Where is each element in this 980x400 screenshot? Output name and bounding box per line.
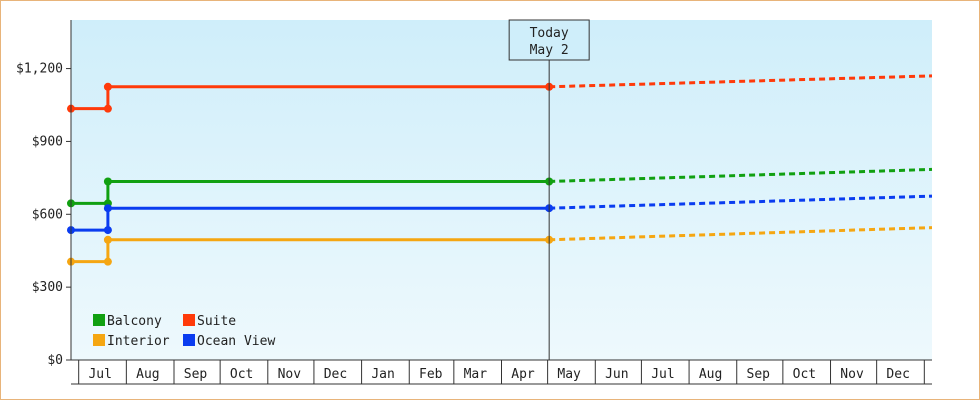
legend-item-interior: Interior [93,334,170,349]
data-point [103,104,112,113]
history-line [71,180,550,205]
series-ocean-view [67,194,933,235]
history-line [71,238,550,264]
data-point [103,226,112,235]
legend-label: Interior [107,334,170,349]
x-tick-label: May [557,367,581,382]
forecast-line [549,74,933,89]
x-tick-label: Mar [464,367,488,382]
x-tick-label: Jul [651,367,674,382]
series-suite [67,74,933,113]
x-tick-label: Dec [324,367,347,382]
y-tick-label: $300 [32,280,63,295]
legend-item-balcony: Balcony [93,314,162,329]
x-tick-label: Nov [840,367,864,382]
history-line [71,85,550,111]
x-tick-label: Sep [747,367,771,382]
x-tick-label: Jun [605,367,628,382]
data-point [103,177,112,186]
today-label-title: Today [530,26,569,41]
today-label-box [508,19,590,61]
x-tick-label: Oct [793,367,816,382]
legend-label: Balcony [107,314,162,329]
x-tick-label: Oct [230,367,253,382]
today-label-date: May 2 [530,43,569,58]
legend-swatch [183,334,195,346]
legend-label: Ocean View [197,334,275,349]
legend: Balcony Suite Interior Ocean View [93,314,275,349]
y-tick-label: $600 [32,207,63,222]
x-axis-ticks: Jul Aug Sep Oct Nov Dec Jan Feb Mar Apr May Jun Jul A… [71,360,932,385]
data-point [103,82,112,91]
x-tick-label: Aug [136,367,159,382]
forecast-line [549,226,933,242]
y-tick-label: $1,200 [16,62,63,77]
x-tick-label: Apr [511,367,535,382]
today-marker: Today May 2 [508,19,590,360]
legend-item-suite: Suite [183,314,236,329]
x-tick-label: Feb [419,367,443,382]
legend-label: Suite [197,314,236,329]
legend-swatch [93,334,105,346]
x-tick-label: Dec [886,367,909,382]
plot-background [71,20,932,360]
x-tick-label: Jan [371,367,394,382]
legend-swatch [93,314,105,326]
data-point [103,257,112,266]
y-tick-label: $0 [47,353,63,368]
x-tick-label: Nov [278,367,302,382]
series-layer [67,74,933,266]
y-axis-ticks: $0 $300 $600 $900 $1,200 [16,62,71,368]
series-balcony [67,167,933,208]
y-tick-label: $900 [32,134,63,149]
data-point [103,235,112,244]
forecast-line [549,167,933,183]
x-tick-label: Sep [184,367,208,382]
forecast-line [549,194,933,210]
x-tick-label: Jul [88,367,111,382]
data-point [103,204,112,213]
legend-item-ocean-view: Ocean View [183,334,275,349]
legend-swatch [183,314,195,326]
history-line [71,206,550,232]
x-tick-label: Aug [699,367,722,382]
